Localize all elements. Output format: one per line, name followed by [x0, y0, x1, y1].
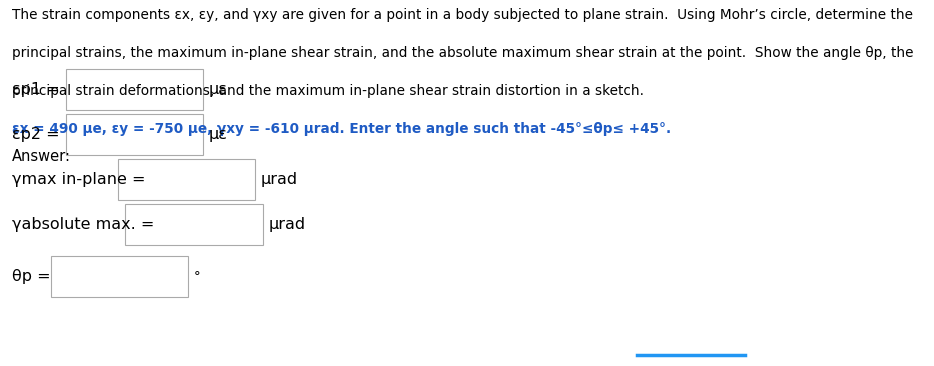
FancyBboxPatch shape: [118, 159, 255, 200]
Text: γmax in-plane =: γmax in-plane =: [12, 172, 145, 187]
Text: θp =: θp =: [12, 269, 50, 284]
Text: με: με: [209, 127, 228, 142]
Text: εp1 =: εp1 =: [12, 82, 60, 97]
Text: γabsolute max. =: γabsolute max. =: [12, 217, 154, 232]
Text: principal strain deformations, and the maximum in-plane shear strain distortion : principal strain deformations, and the m…: [12, 84, 644, 98]
Text: Answer:: Answer:: [12, 149, 71, 164]
Text: εp2 =: εp2 =: [12, 127, 59, 142]
Text: °: °: [194, 270, 201, 283]
Text: The strain components εx, εy, and γxy are given for a point in a body subjected : The strain components εx, εy, and γxy ar…: [12, 8, 913, 22]
FancyBboxPatch shape: [125, 204, 262, 245]
Text: principal strains, the maximum in-plane shear strain, and the absolute maximum s: principal strains, the maximum in-plane …: [12, 46, 913, 60]
Text: μrad: μrad: [268, 217, 305, 232]
FancyBboxPatch shape: [66, 68, 204, 110]
Text: μrad: μrad: [261, 172, 298, 187]
Text: με: με: [209, 82, 228, 97]
FancyBboxPatch shape: [66, 113, 204, 155]
FancyBboxPatch shape: [51, 256, 189, 298]
Text: εx = 490 μe, εy = -750 μe, γxy = -610 μrad. Enter the angle such that -45°≤θp≤ +: εx = 490 μe, εy = -750 μe, γxy = -610 μr…: [12, 122, 671, 136]
